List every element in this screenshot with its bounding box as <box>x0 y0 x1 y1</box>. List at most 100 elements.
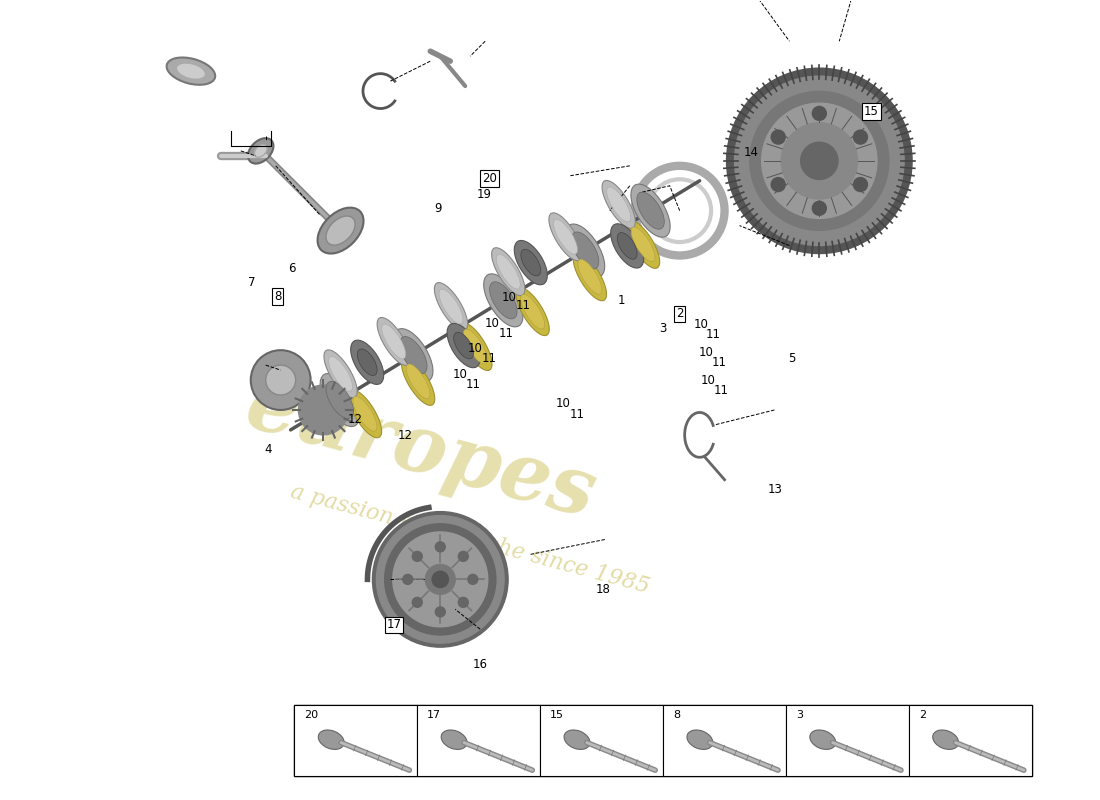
Ellipse shape <box>631 227 656 262</box>
Text: 11: 11 <box>714 384 728 397</box>
Circle shape <box>251 350 310 410</box>
Ellipse shape <box>810 730 836 750</box>
Ellipse shape <box>571 232 598 269</box>
Ellipse shape <box>326 382 353 418</box>
Ellipse shape <box>377 318 410 366</box>
Ellipse shape <box>565 224 605 277</box>
Ellipse shape <box>320 374 360 426</box>
Circle shape <box>801 142 838 179</box>
Circle shape <box>376 515 504 643</box>
Ellipse shape <box>353 396 377 431</box>
Circle shape <box>854 178 868 191</box>
Text: 15: 15 <box>864 105 879 118</box>
Text: 11: 11 <box>570 408 585 421</box>
Circle shape <box>812 106 826 120</box>
Text: 2: 2 <box>675 307 683 320</box>
Ellipse shape <box>318 208 363 254</box>
Circle shape <box>771 178 785 191</box>
Ellipse shape <box>439 289 463 324</box>
Text: 3: 3 <box>796 710 803 719</box>
Text: 16: 16 <box>472 658 487 671</box>
Text: 13: 13 <box>768 482 782 496</box>
Ellipse shape <box>382 324 406 359</box>
Text: 17: 17 <box>387 618 402 631</box>
Ellipse shape <box>318 730 344 750</box>
Text: 11: 11 <box>465 378 481 390</box>
Text: 7: 7 <box>248 275 255 289</box>
Bar <box>295 705 1032 776</box>
Circle shape <box>385 524 496 635</box>
Circle shape <box>812 202 826 215</box>
Text: 10: 10 <box>556 398 571 410</box>
Ellipse shape <box>402 358 434 406</box>
Text: europes: europes <box>236 366 604 534</box>
Ellipse shape <box>602 181 636 228</box>
Text: 10: 10 <box>468 342 483 355</box>
Circle shape <box>750 91 889 230</box>
Ellipse shape <box>166 58 216 85</box>
Ellipse shape <box>516 288 549 336</box>
Circle shape <box>459 598 469 607</box>
Ellipse shape <box>521 250 541 276</box>
Ellipse shape <box>578 259 602 294</box>
Ellipse shape <box>254 145 267 158</box>
Ellipse shape <box>933 730 958 750</box>
Ellipse shape <box>617 233 637 259</box>
Text: 20: 20 <box>482 172 497 185</box>
Circle shape <box>393 532 487 627</box>
Ellipse shape <box>351 340 384 385</box>
Ellipse shape <box>459 322 492 370</box>
Ellipse shape <box>176 63 206 79</box>
Text: 20: 20 <box>305 710 318 719</box>
Circle shape <box>781 122 858 199</box>
Circle shape <box>735 76 904 246</box>
Ellipse shape <box>248 138 274 163</box>
Text: 5: 5 <box>788 352 795 365</box>
Ellipse shape <box>492 248 525 296</box>
Circle shape <box>854 130 868 144</box>
Text: 17: 17 <box>427 710 441 719</box>
Ellipse shape <box>627 221 660 268</box>
Text: 2: 2 <box>918 710 926 719</box>
Text: 19: 19 <box>476 188 492 201</box>
Circle shape <box>266 365 296 395</box>
Text: 8: 8 <box>673 710 680 719</box>
Ellipse shape <box>326 216 355 245</box>
Ellipse shape <box>607 187 630 222</box>
Text: 10: 10 <box>452 368 468 381</box>
Ellipse shape <box>496 254 520 289</box>
Ellipse shape <box>549 213 582 261</box>
Circle shape <box>468 574 477 584</box>
Text: 12: 12 <box>348 414 362 426</box>
Text: 11: 11 <box>482 352 497 365</box>
Ellipse shape <box>631 184 670 237</box>
Ellipse shape <box>484 274 522 327</box>
Text: 11: 11 <box>712 356 726 369</box>
Circle shape <box>298 385 349 435</box>
Ellipse shape <box>447 323 480 368</box>
Text: 1: 1 <box>617 294 625 307</box>
Bar <box>663 705 785 776</box>
Ellipse shape <box>520 294 544 329</box>
Text: 11: 11 <box>498 326 514 339</box>
Text: 11: 11 <box>516 299 531 313</box>
Circle shape <box>761 103 877 218</box>
Ellipse shape <box>441 730 468 750</box>
Bar <box>540 705 663 776</box>
Circle shape <box>727 68 912 254</box>
Ellipse shape <box>463 329 487 364</box>
Text: 4: 4 <box>264 443 272 456</box>
Circle shape <box>432 571 449 587</box>
Circle shape <box>426 565 455 594</box>
Bar <box>417 705 540 776</box>
Ellipse shape <box>573 253 606 301</box>
Circle shape <box>412 598 422 607</box>
Text: 10: 10 <box>701 374 715 386</box>
Circle shape <box>436 607 446 617</box>
Circle shape <box>373 512 508 647</box>
Circle shape <box>459 551 469 562</box>
Ellipse shape <box>394 329 433 382</box>
Text: 9: 9 <box>434 202 442 215</box>
Text: 12: 12 <box>398 429 412 442</box>
Ellipse shape <box>688 730 713 750</box>
